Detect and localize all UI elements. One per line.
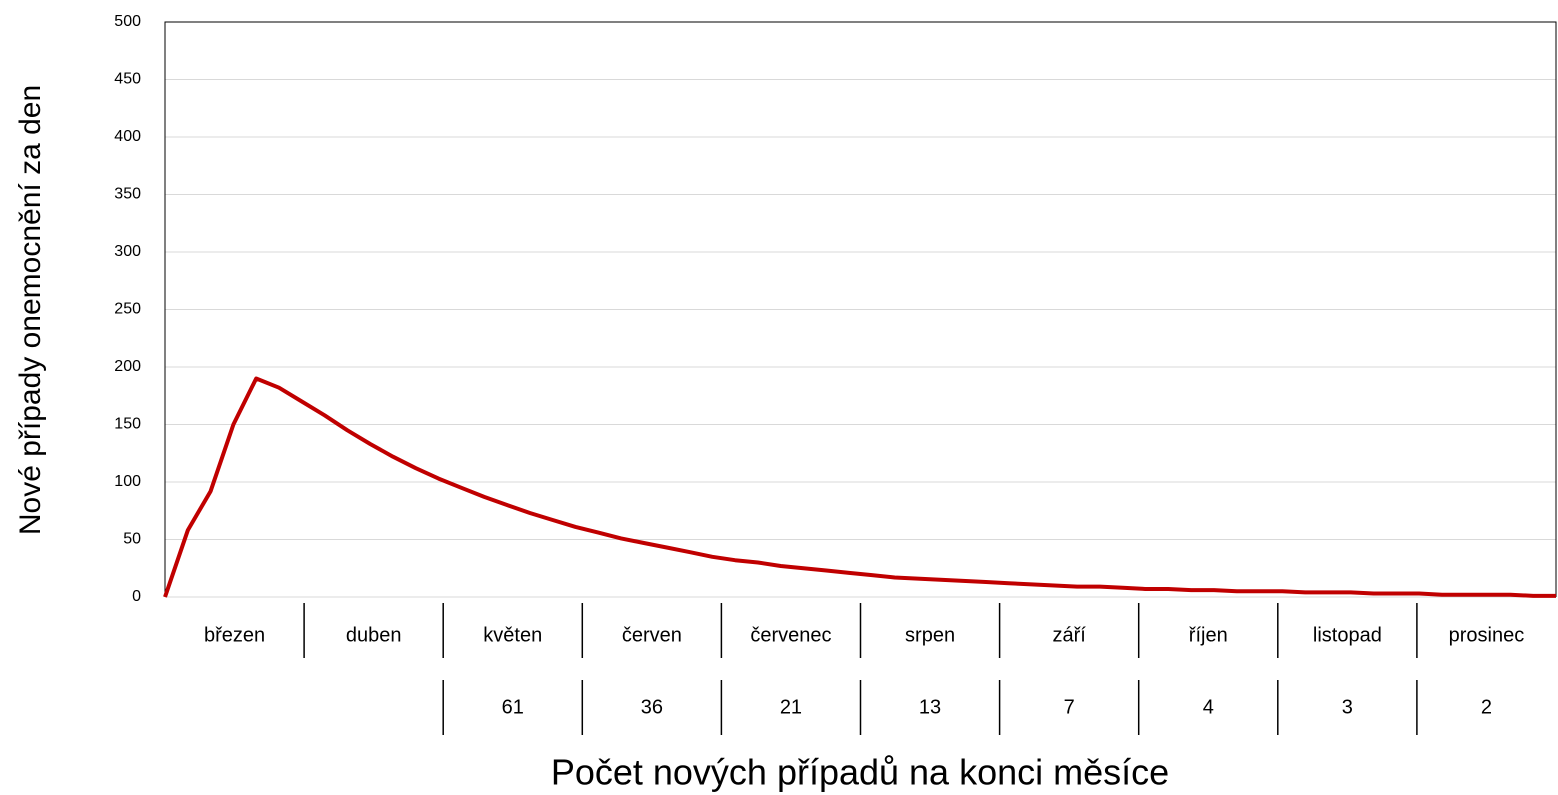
- month-end-value: 2: [1481, 696, 1492, 718]
- y-tick-label: 350: [114, 186, 141, 203]
- month-end-value: 36: [641, 696, 663, 718]
- y-tick-label: 400: [114, 128, 141, 145]
- month-end-value: 7: [1064, 696, 1075, 718]
- y-axis-title: Nové případy onemocnění za den: [14, 85, 47, 535]
- y-tick-label: 150: [114, 416, 141, 433]
- y-tick-label: 300: [114, 243, 141, 260]
- line-series: [163, 376, 1556, 598]
- y-tick-label: 100: [114, 473, 141, 490]
- y-tick-label: 450: [114, 71, 141, 88]
- x-tick-label: září: [1052, 624, 1086, 646]
- y-tick-label: 250: [114, 301, 141, 318]
- x-tick-label: duben: [346, 624, 402, 646]
- x-tick-label: květen: [483, 624, 542, 646]
- month-end-value: 3: [1342, 696, 1353, 718]
- x-tick-label: březen: [204, 624, 265, 646]
- x-tick-label: říjen: [1189, 624, 1228, 646]
- x-tick-label: listopad: [1313, 624, 1382, 646]
- x-tick-label: srpen: [905, 624, 955, 646]
- x-tick-label: červenec: [750, 624, 831, 646]
- plot-border: [164, 21, 1557, 597]
- x-axis-title: Počet nových případů na konci měsíce: [551, 752, 1169, 793]
- month-end-value: 4: [1203, 696, 1214, 718]
- y-tick-label: 0: [132, 588, 141, 605]
- y-tick-label: 50: [123, 531, 141, 548]
- x-tick-label: prosinec: [1449, 624, 1525, 646]
- x-tick-label: červen: [622, 624, 682, 646]
- month-end-value: 61: [502, 696, 524, 718]
- y-tick-label: 500: [114, 13, 141, 30]
- month-end-value: 21: [780, 696, 802, 718]
- month-end-value: 13: [919, 696, 941, 718]
- y-tick-label: 200: [114, 358, 141, 375]
